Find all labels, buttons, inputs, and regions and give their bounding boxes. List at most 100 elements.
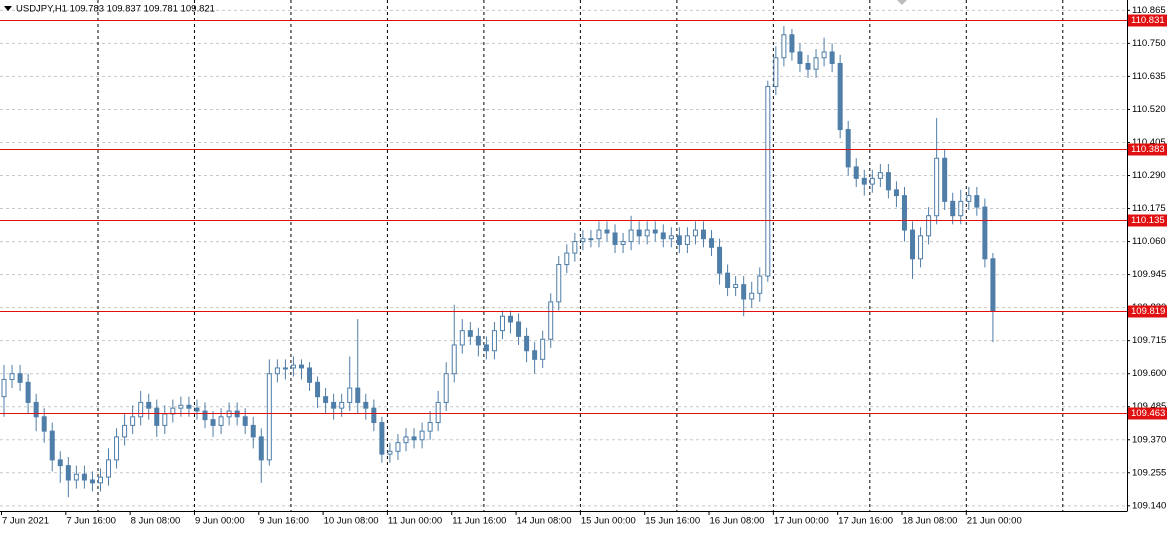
candle-body: [65, 465, 71, 481]
x-tick-label: 8 Jun 08:00: [131, 516, 181, 527]
y-tick-label: 109.370: [1132, 434, 1166, 445]
candle-body: [178, 404, 184, 409]
candle-body: [186, 404, 192, 409]
candle-body: [379, 422, 385, 455]
candle-body: [9, 373, 15, 380]
candle-body: [210, 419, 216, 426]
candle-body: [274, 367, 280, 375]
candle-body: [41, 416, 47, 432]
candle-body: [114, 436, 120, 461]
candle-body: [242, 416, 248, 426]
x-tick-label: 7 Jun 16:00: [66, 516, 116, 527]
candle-body: [290, 364, 296, 369]
candle-body: [829, 51, 835, 64]
candle-body: [604, 229, 610, 234]
candle-body: [950, 200, 956, 217]
candle-body: [483, 344, 489, 352]
candle-body: [81, 473, 87, 481]
candle-body: [162, 413, 168, 426]
shift-marker: [897, 0, 907, 5]
candle-body: [532, 350, 538, 360]
candle-body: [250, 424, 256, 438]
level-label-box: [1128, 214, 1167, 227]
candle-body: [363, 401, 369, 409]
y-tick-label: 110.175: [1132, 203, 1166, 214]
y-tick-label: 109.255: [1132, 467, 1166, 478]
candle-body: [347, 387, 353, 403]
candle-body: [885, 172, 891, 191]
x-tick-label: 9 Jun 16:00: [259, 516, 309, 527]
candle-body: [427, 422, 433, 432]
candle-body: [298, 364, 304, 369]
level-label: 109.463: [1131, 408, 1165, 419]
candle-body: [845, 129, 851, 168]
candle-body: [57, 459, 63, 467]
y-tick-label: 109.945: [1132, 269, 1166, 280]
candle-body: [982, 206, 988, 260]
y-tick-label: 110.290: [1132, 170, 1166, 181]
candle-body: [797, 51, 803, 64]
level-label: 110.135: [1131, 215, 1165, 226]
y-tick-label: 109.140: [1132, 500, 1166, 511]
candle-body: [821, 51, 827, 59]
y-tick-label: 110.060: [1132, 236, 1166, 247]
overlay: 110.865 110.750 110.635 110.520 110.405 110.2…: [0, 5, 1167, 527]
candle-body: [491, 330, 497, 352]
level-label-box: [1128, 143, 1167, 156]
candle-body: [628, 229, 634, 243]
x-tick-label: 17 Jun 16:00: [838, 516, 893, 527]
candle-body: [668, 235, 674, 240]
x-tick-label: 18 Jun 08:00: [902, 516, 957, 527]
candle-body: [387, 450, 393, 455]
candle-body: [524, 335, 530, 352]
x-tick-label: 9 Jun 00:00: [195, 516, 245, 527]
candle-body: [942, 157, 948, 202]
chart-title: USDJPY,H1 109.783 109.837 109.781 109.82…: [16, 4, 215, 15]
candle-body: [717, 246, 723, 274]
y-tick-label: 110.750: [1132, 38, 1166, 49]
candle-body: [49, 430, 55, 461]
candle-body: [700, 229, 706, 240]
candle-body: [516, 321, 522, 337]
candle-body: [202, 410, 208, 421]
candle-body: [572, 241, 578, 254]
candle-body: [910, 229, 916, 260]
candle-body: [411, 436, 417, 441]
candle-body: [33, 401, 39, 418]
candle-body: [122, 424, 128, 438]
candle-body: [990, 258, 996, 312]
candle-body: [877, 172, 883, 179]
candle-body: [813, 57, 819, 70]
candle-body: [684, 235, 690, 245]
candle-body: [676, 235, 682, 245]
candle-body: [725, 272, 731, 289]
candle-body: [307, 367, 313, 383]
candle-body: [508, 315, 514, 323]
candle-body: [749, 292, 755, 300]
candle-body: [901, 195, 907, 231]
candle-body: [974, 195, 980, 208]
candle-body: [556, 264, 562, 303]
level-label-box: [1128, 305, 1167, 318]
candle-body: [331, 401, 337, 409]
candle-body: [709, 238, 715, 248]
y-tick-label: 110.635: [1132, 71, 1166, 82]
candle-body: [741, 284, 747, 300]
candle-body: [765, 85, 771, 277]
candle-body: [73, 473, 79, 481]
x-tick-label: 11 Jun 16:00: [452, 516, 506, 527]
plot: [1, 26, 996, 498]
candle-body: [612, 232, 618, 245]
candle-body: [194, 407, 200, 412]
candle-body: [564, 252, 570, 266]
candle-body: [371, 407, 377, 424]
menu-arrow[interactable]: [4, 6, 12, 11]
candle-body: [596, 229, 602, 240]
candle-body: [934, 157, 940, 217]
candle-body: [1, 378, 7, 398]
candle-body: [540, 338, 546, 360]
y-tick-label: 110.865: [1132, 5, 1166, 16]
candle-body: [138, 401, 144, 418]
y-tick-label: 109.600: [1132, 368, 1166, 379]
